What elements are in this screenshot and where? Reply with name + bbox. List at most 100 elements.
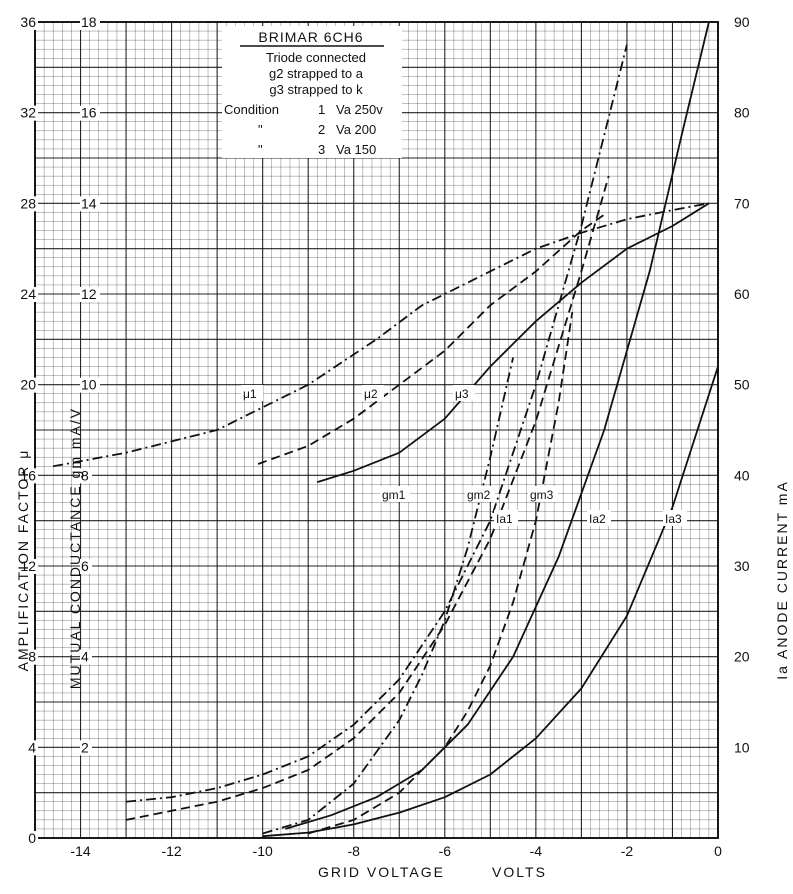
series-line-μ3 [317,202,710,483]
gm-tick-label-bg [80,649,92,665]
series-line-μ2 [257,213,605,465]
note-line-3: g3 strapped to k [269,82,363,97]
x-axis-label-background [314,862,558,882]
series-label-gm2: gm2 [467,488,491,502]
ia-tick-label-bg [733,105,753,121]
y-axis-label-mutual-conductance: MUTUAL CONDUCTANCE gm mA/V [67,407,83,689]
mu-tick-label-bg [18,196,38,212]
x-tick-label: -10 [253,843,273,859]
series-label-gm3: gm3 [530,488,554,502]
condition-3-label: " [258,142,263,157]
gm-tick-label-bg [80,15,100,30]
tick-labels: -14 -12 -10 -8 -6 -4 -2 00481216202428323624681… [18,14,753,859]
curves [53,21,719,838]
series-line-μ1 [53,202,710,468]
gm-tick-label-bg [80,377,100,393]
series-line-gm3 [285,21,710,830]
mu-tick-label: 4 [28,739,36,755]
x-tick-label: -14 [70,843,90,859]
mu-tick-label: 0 [28,830,36,846]
ia-tick-label: 90 [734,14,750,30]
condition-2-num: 2 [318,122,325,137]
ia-tick-label: 50 [734,377,750,393]
condition-3-va: Va 150 [336,142,376,157]
ia-tick-label-bg [733,468,753,484]
mu-tick-label: 12 [20,558,36,574]
x-tick-label: -2 [621,843,634,859]
mu-tick-label: 36 [20,14,36,30]
condition-2-label: " [258,122,263,137]
series-label-gm1: gm1 [382,488,406,502]
gm-tick-label: 16 [81,105,97,121]
x-tick-label: -12 [161,843,181,859]
mu-tick-label-bg [18,377,38,393]
ia-tick-label-bg [733,740,753,756]
series-label-mu2: μ2 [364,387,378,401]
ia-tick-label: 30 [734,558,750,574]
gm-tick-label: 4 [81,649,89,665]
mu-tick-label: 28 [20,195,36,211]
mu-tick-label-bg [18,559,38,574]
series-label-ia1: Ia1 [496,512,513,526]
y-axis-label-anode-current: Ia ANODE CURRENT mA [774,480,790,680]
x-tick-label-bg [343,844,364,859]
x-tick-label: -6 [439,843,452,859]
grid [34,21,719,839]
gm-tick-label-bg [80,559,92,574]
gm-tick-label: 2 [81,739,89,755]
gm-tick-label: 12 [81,286,97,302]
gm-tick-label: 8 [81,467,89,483]
series-label-ia3: Ia3 [665,512,682,526]
mu-tick-label: 8 [28,649,36,665]
chart-title: BRIMAR 6CH6 [258,29,363,45]
ia-tick-label-bg [733,559,753,574]
note-line-1: Triode connected [266,50,366,65]
x-tick-label: 0 [714,843,722,859]
series-label-mu3: μ3 [455,387,469,401]
x-tick-label: -8 [348,843,361,859]
ia-tick-label: 60 [734,286,750,302]
x-tick-label-bg [525,844,546,859]
ia-tick-label: 80 [734,105,750,121]
x-tick-label-bg [66,844,95,859]
x-tick-label-bg [434,844,455,859]
mu-tick-label: 32 [20,105,36,121]
ia-tick-label: 20 [734,649,750,665]
gm-tick-label-bg [80,468,92,484]
x-tick-label-bg [712,844,724,859]
x-tick-label-bg [616,844,637,859]
series-line-Ia3 [262,366,719,838]
gm-tick-label-bg [80,287,100,302]
series-line-Ia2 [307,311,574,835]
mu-tick-label-bg [18,287,38,302]
mu-tick-label: 24 [20,286,36,302]
mu-tick-label-bg [18,105,38,121]
ia-tick-label-bg [733,649,753,665]
mu-tick-label-bg [26,649,38,665]
ia-tick-label: 70 [734,195,750,211]
condition-1-va: Va 250v [336,102,383,117]
mu-tick-label: 16 [20,467,36,483]
ia-tick-label-bg [733,287,753,302]
gm-tick-label: 10 [81,377,97,393]
gm-tick-label: 18 [81,14,97,30]
ia-tick-label-bg [733,377,753,393]
gm-tick-label-bg [80,105,100,121]
plot-border [34,21,719,839]
ia-tick-label: 10 [734,739,750,755]
condition-1-num: 1 [318,102,325,117]
mu-tick-label: 20 [20,377,36,393]
condition-3-num: 3 [318,142,325,157]
ia-tick-label: 40 [734,467,750,483]
gm-tick-label: 6 [81,558,89,574]
ia-tick-label-bg [733,15,753,30]
ia-tick-label-bg [733,196,753,212]
x-tick-label: -4 [530,843,543,859]
series-labels: μ1 μ2 μ3 gm1 gm2 gm3 Ia1 Ia2 Ia3 [241,385,687,526]
series-label-ia2: Ia2 [589,512,606,526]
gm-tick-label-bg [80,740,92,756]
x-tick-label-bg [248,844,277,859]
info-box: BRIMAR 6CH6 Triode connected g2 strapped… [222,26,402,158]
note-line-2: g2 strapped to a [269,66,364,81]
